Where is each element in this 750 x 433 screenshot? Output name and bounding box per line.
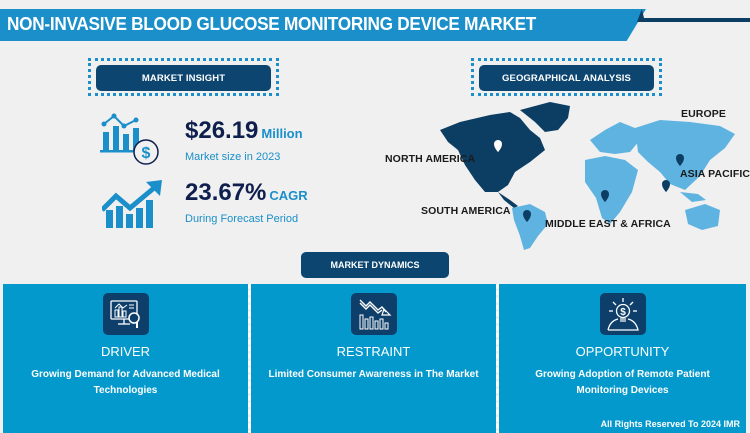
page-title: NON-INVASIVE BLOOD GLUCOSE MONITORING DE… [7,13,537,34]
cagr-value: 23.67% [185,179,267,206]
opportunity-description: Growing Adoption of Remote Patient Monit… [535,369,710,396]
restraint-title: RESTRAINT [336,344,411,359]
svg-text:$: $ [620,307,626,318]
restraint-panel: RESTRAINT Limited Consumer Awareness in … [251,284,496,433]
monitor-analytics-magnifier-icon [102,293,149,335]
geographical-analysis-header: GEOGRAPHICAL ANALYSIS [479,65,654,91]
title-banner [0,9,646,41]
region-label-europe: EUROPE [681,108,726,120]
market-insight-header-frame: MARKET INSIGHT [88,58,279,96]
svg-text:$: $ [142,145,151,162]
market-size-stat: $26.19 Million Market size in 2023 [185,117,303,164]
region-label-middle-east-africa: MIDDLE EAST & AFRICA [545,218,671,230]
region-label-north-america: NORTH AMERICA [385,153,476,165]
world-map-graphic [440,102,735,250]
region-label-south-america: SOUTH AMERICA [421,205,511,217]
market-insight-header: MARKET INSIGHT [96,65,271,91]
driver-description: Growing Demand for Advanced Medical Tech… [31,369,220,396]
market-size-unit: Million [261,126,303,141]
cagr-description: During Forecast Period [185,213,299,225]
geographical-analysis-header-frame: GEOGRAPHICAL ANALYSIS [471,58,662,96]
declining-chart-icon [350,293,397,335]
panel-divider [248,284,251,433]
location-pin-icon [494,140,684,222]
driver-title: DRIVER [100,344,151,359]
opportunity-title: OPPORTUNITY [575,344,670,359]
growth-arrow-chart-icon [100,180,166,235]
panel-divider [496,284,499,433]
region-label-asia-pacific: ASIA PACIFIC [680,168,750,180]
bar-chart-dollar-icon: $ [100,112,160,172]
copyright-text: All Rights Reserved To 2024 IMR [600,419,740,429]
driver-panel: DRIVER Growing Demand for Advanced Medic… [3,284,248,433]
lightbulb-dollar-icon: $ [599,293,646,335]
market-size-value: $26.19 [185,117,259,144]
title-underline-decoration [642,18,750,22]
world-map: NORTH AMERICA EUROPE ASIA PACIFIC SOUTH … [380,100,750,250]
market-size-description: Market size in 2023 [185,151,281,163]
restraint-description: Limited Consumer Awareness in The Market [268,369,479,380]
market-dynamics-header: MARKET DYNAMICS [301,252,449,278]
cagr-stat: 23.67% CAGR During Forecast Period [185,179,308,226]
title-notch-decoration [637,9,645,22]
opportunity-panel: $ OPPORTUNITY Growing Adoption of Remote… [499,284,746,433]
cagr-unit: CAGR [269,188,308,203]
